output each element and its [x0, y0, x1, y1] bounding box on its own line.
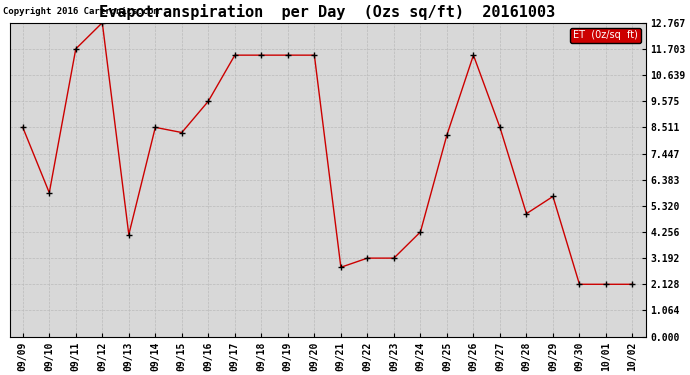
- Text: Copyright 2016 Cartronics.com: Copyright 2016 Cartronics.com: [3, 8, 159, 16]
- Title: Evapotranspiration  per Day  (Ozs sq/ft)  20161003: Evapotranspiration per Day (Ozs sq/ft) 2…: [99, 4, 555, 20]
- Legend: ET  (0z/sq  ft): ET (0z/sq ft): [570, 28, 641, 44]
